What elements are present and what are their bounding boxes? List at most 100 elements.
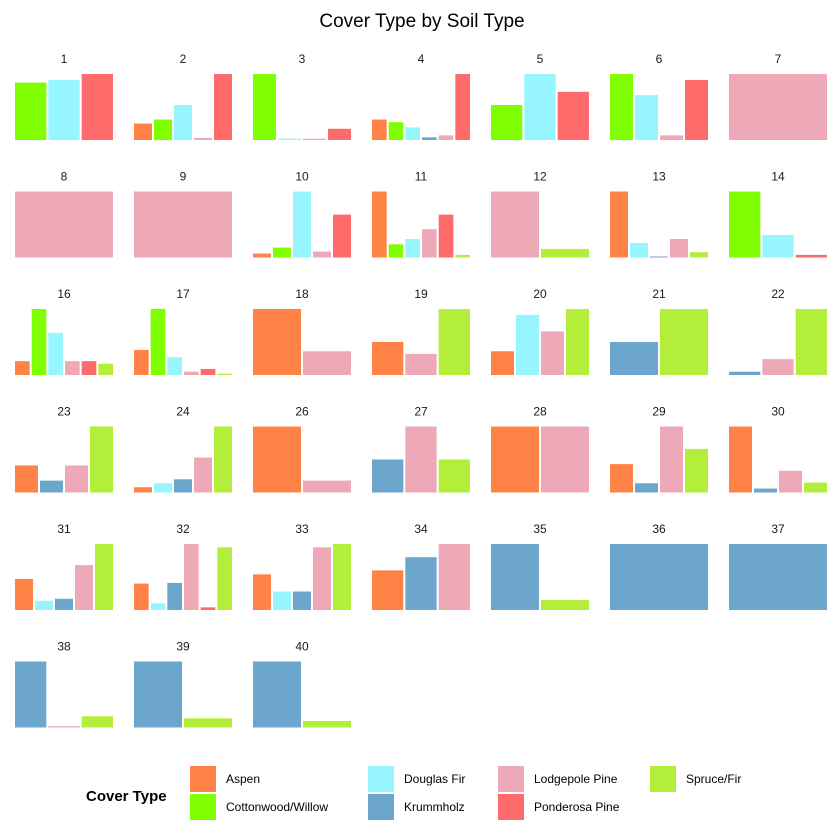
bar-soil-5-douglas-fir	[524, 74, 556, 140]
bar-soil-2-cottonwood-willow	[154, 119, 172, 140]
bar-soil-16-cottonwood-willow	[31, 309, 47, 375]
bar-soil-39-krummholz	[134, 661, 182, 728]
legend-swatch-ponderosa-pine	[498, 794, 524, 820]
bar-soil-4-douglas-fir	[405, 127, 420, 140]
facet-label-26: 26	[295, 405, 309, 419]
bar-soil-1-ponderosa-pine	[81, 74, 113, 140]
legend-swatch-spruce-fir	[650, 766, 676, 792]
facet-label-34: 34	[414, 522, 428, 536]
bar-soil-26-aspen	[253, 426, 301, 493]
bar-soil-40-krummholz	[253, 661, 301, 728]
legend-title: Cover Type	[86, 788, 167, 805]
bar-soil-4-krummholz	[422, 137, 437, 140]
bar-soil-11-douglas-fir	[405, 239, 420, 258]
facet-label-38: 38	[57, 640, 71, 654]
bar-soil-4-cottonwood-willow	[388, 122, 404, 140]
facet-label-32: 32	[176, 522, 190, 536]
bar-soil-3-cottonwood-willow	[253, 74, 276, 140]
bar-soil-28-aspen	[491, 426, 539, 493]
bar-soil-6-ponderosa-pine	[685, 79, 708, 140]
bar-soil-1-cottonwood-willow	[15, 82, 47, 140]
facet-label-36: 36	[652, 522, 666, 536]
bar-soil-32-lodgepole-pine	[184, 544, 199, 610]
bar-soil-2-douglas-fir	[174, 105, 192, 140]
bar-soil-17-lodgepole-pine	[184, 371, 199, 375]
facet-label-37: 37	[771, 522, 785, 536]
bar-soil-17-ponderosa-pine	[200, 369, 216, 375]
facet-label-31: 31	[57, 522, 71, 536]
bar-soil-16-ponderosa-pine	[81, 361, 97, 375]
bar-soil-19-aspen	[372, 342, 404, 375]
facet-label-33: 33	[295, 522, 309, 536]
bar-soil-10-douglas-fir	[293, 191, 311, 258]
legend: Cover Type Aspen Cottonwood/Willow Douglas…	[86, 766, 741, 820]
bar-soil-11-aspen	[372, 191, 387, 258]
bar-soil-34-krummholz	[405, 557, 437, 610]
bar-soil-38-lodgepole-pine	[48, 726, 80, 728]
bar-soil-16-spruce-fir	[98, 363, 113, 375]
bar-soil-35-spruce-fir	[541, 600, 589, 610]
bar-soil-29-lodgepole-pine	[660, 426, 683, 493]
bar-soil-12-spruce-fir	[541, 248, 589, 258]
facet-label-5: 5	[537, 52, 544, 66]
bar-soil-10-ponderosa-pine	[333, 214, 351, 258]
facet-label-24: 24	[176, 405, 190, 419]
bar-soil-24-spruce-fir	[214, 426, 232, 493]
bar-soil-16-aspen	[15, 361, 30, 375]
bar-soil-27-lodgepole-pine	[405, 426, 437, 493]
facet-label-7: 7	[775, 52, 782, 66]
facet-label-40: 40	[295, 640, 309, 654]
bar-soil-6-cottonwood-willow	[610, 74, 633, 140]
bar-soil-24-krummholz	[174, 479, 192, 493]
bar-soil-20-douglas-fir	[516, 314, 539, 375]
bar-soil-39-spruce-fir	[184, 718, 232, 728]
bar-soil-14-douglas-fir	[762, 235, 794, 258]
bar-soil-23-lodgepole-pine	[65, 465, 88, 493]
bar-soil-28-lodgepole-pine	[541, 426, 589, 493]
bar-soil-23-aspen	[15, 465, 38, 493]
bar-soil-19-lodgepole-pine	[405, 353, 437, 375]
bar-soil-18-lodgepole-pine	[303, 351, 351, 375]
bar-soil-22-lodgepole-pine	[762, 359, 794, 375]
bar-soil-23-krummholz	[40, 480, 63, 493]
bar-soil-21-krummholz	[610, 342, 658, 375]
bar-soil-20-aspen	[491, 351, 514, 375]
facet-label-39: 39	[176, 640, 190, 654]
bar-soil-27-krummholz	[372, 459, 404, 493]
facet-label-12: 12	[533, 170, 547, 184]
legend-label-aspen: Aspen	[226, 772, 260, 786]
bar-soil-31-douglas-fir	[35, 600, 53, 610]
legend-label-krummholz: Krummholz	[404, 800, 465, 814]
bar-soil-32-aspen	[134, 583, 149, 610]
bar-soil-32-spruce-fir	[217, 547, 232, 610]
bar-soil-33-krummholz	[293, 591, 311, 610]
facet-label-10: 10	[295, 170, 309, 184]
bar-soil-10-cottonwood-willow	[273, 247, 291, 258]
legend-label-spruce-fir: Spruce/Fir	[686, 772, 741, 786]
bar-soil-30-spruce-fir	[804, 482, 827, 493]
bar-soil-31-lodgepole-pine	[75, 565, 93, 610]
bar-soil-38-spruce-fir	[81, 716, 113, 728]
bar-soil-4-aspen	[372, 119, 387, 140]
facet-label-6: 6	[656, 52, 663, 66]
bar-soil-13-krummholz	[650, 256, 668, 258]
bar-soil-30-krummholz	[754, 488, 777, 493]
facet-label-17: 17	[176, 287, 190, 301]
bar-soil-3-douglas-fir	[278, 138, 301, 140]
bar-soil-3-lodgepole-pine	[303, 138, 326, 140]
facet-label-9: 9	[180, 170, 187, 184]
bar-soil-29-krummholz	[635, 483, 658, 493]
bar-soil-29-aspen	[610, 464, 633, 493]
bar-soil-33-douglas-fir	[273, 591, 291, 610]
bar-soil-31-krummholz	[55, 598, 73, 610]
bar-soil-20-spruce-fir	[566, 309, 589, 375]
facet-label-2: 2	[180, 52, 187, 66]
facet-label-20: 20	[533, 287, 547, 301]
legend-swatch-aspen	[190, 766, 216, 792]
bar-soil-32-krummholz	[167, 582, 182, 610]
facet-label-35: 35	[533, 522, 547, 536]
bar-soil-6-lodgepole-pine	[660, 135, 683, 140]
bar-soil-24-douglas-fir	[154, 483, 172, 493]
bar-soil-22-krummholz	[729, 371, 761, 375]
